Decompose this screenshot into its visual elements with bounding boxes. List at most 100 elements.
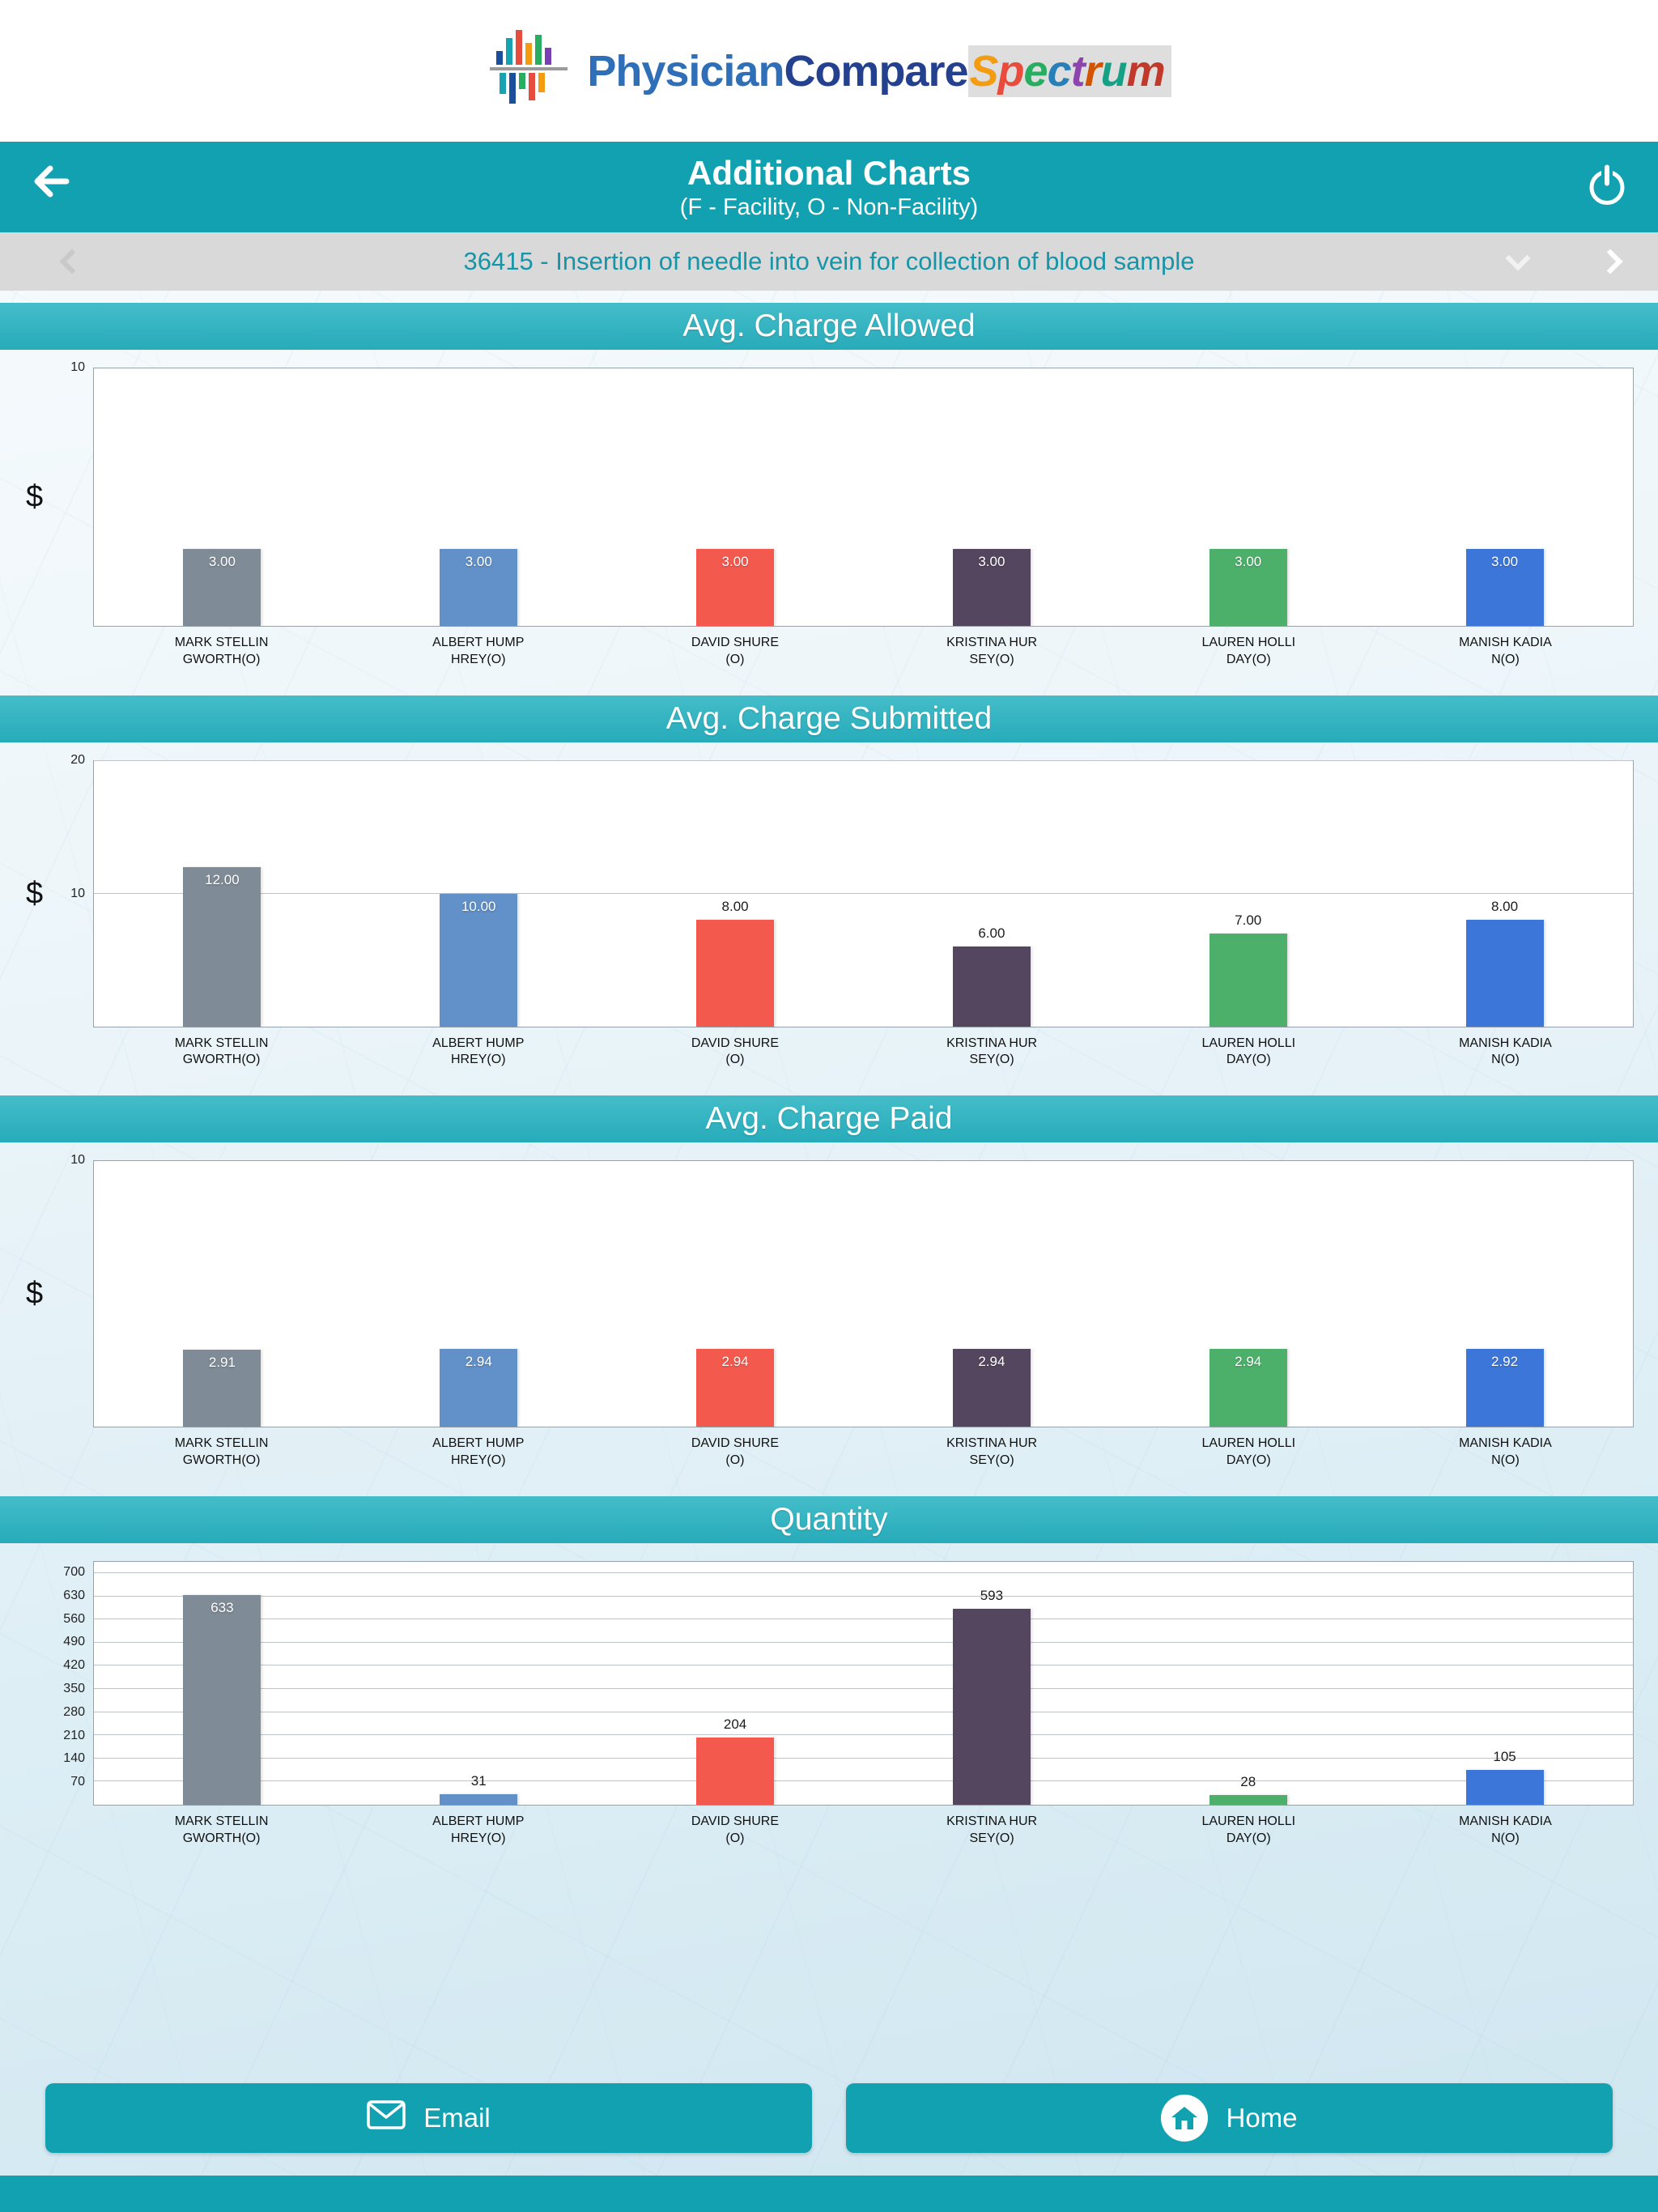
bar	[440, 1794, 518, 1805]
home-button-label: Home	[1226, 2103, 1298, 2133]
bottom-button-row: Email Home	[0, 2083, 1658, 2153]
bar-slot: 10.00	[351, 761, 607, 1027]
bar-slot: 3.00	[94, 368, 351, 626]
next-code-icon[interactable]	[1597, 249, 1623, 274]
x-axis-category: DAVID SHURE(O)	[691, 636, 779, 666]
bar-value-label: 28	[1240, 1774, 1256, 1790]
bar-value-label: 2.91	[208, 1354, 236, 1370]
bar	[1465, 548, 1544, 626]
y-axis: $10	[24, 360, 93, 627]
bar-value-label: 3.00	[208, 553, 236, 569]
bar	[440, 893, 518, 1027]
bar-slot: 6.00	[863, 761, 1120, 1027]
bar-slot: 3.00	[607, 368, 864, 626]
logo-spectrum-letter: S	[969, 46, 999, 96]
bars-row: 633 31 204 593 28 105	[94, 1562, 1633, 1805]
back-button[interactable]	[28, 160, 73, 206]
chart-quantity: 70 140 210 280 350 420 490 560 630 700 633 31 204 59…	[0, 1543, 1658, 1862]
bar	[1209, 1795, 1287, 1805]
chart-avg-charge-submitted: $10 20 12.00 10.00 8.00 6.00 7.00 8.00 MARK ST…	[0, 742, 1658, 1084]
y-tick-label: 280	[63, 1704, 85, 1719]
plot-area: 2.91 2.94 2.94 2.94 2.94 2.92	[93, 1160, 1634, 1428]
y-tick-label: 420	[63, 1658, 85, 1673]
x-axis-category: DAVID SHURE(O)	[691, 1436, 779, 1467]
bar	[696, 1348, 775, 1427]
gridline	[94, 1641, 1633, 1643]
y-tick-label: 210	[63, 1728, 85, 1742]
bar	[1465, 1349, 1544, 1427]
bar	[183, 1595, 261, 1805]
x-axis-category: MARK STELLINGWORTH(O)	[174, 636, 269, 666]
y-axis-label: $	[26, 1276, 44, 1311]
gridline	[94, 1734, 1633, 1736]
previous-code-icon[interactable]	[59, 249, 85, 274]
logo-header: PhysicianCompareSpectrum	[0, 0, 1658, 142]
chart-avg-charge-paid: $10 2.91 2.94 2.94 2.94 2.94 2.92 MARK STELLI…	[0, 1142, 1658, 1484]
x-axis-category: KRISTINA HURSEY(O)	[946, 636, 1038, 666]
logo-physician: Physician	[587, 46, 784, 96]
x-axis-category: LAUREN HOLLIDAY(O)	[1201, 1036, 1296, 1067]
bar	[183, 548, 261, 626]
x-axis-category: ALBERT HUMPHREY(O)	[432, 1036, 525, 1067]
section-header-avg-charge-allowed: Avg. Charge Allowed	[0, 303, 1658, 350]
bar-slot: 3.00	[1376, 368, 1633, 626]
home-icon	[1161, 2095, 1209, 2142]
chevron-down-icon[interactable]	[1505, 245, 1531, 271]
bar-slot: 28	[1120, 1562, 1376, 1805]
logo-spectrum-letter: c	[1047, 46, 1072, 96]
bar-value-label: 3.00	[978, 553, 1005, 569]
y-axis: 70 140 210 280 350 420 490 560 630 700	[24, 1561, 93, 1806]
x-axis-category: MARK STELLINGWORTH(O)	[174, 1036, 269, 1067]
x-axis-category: ALBERT HUMPHREY(O)	[432, 1814, 525, 1845]
plot-area: 3.00 3.00 3.00 3.00 3.00 3.00	[93, 368, 1634, 627]
y-tick-label: 10	[70, 360, 85, 374]
x-axis-category: MANISH KADIAN(O)	[1459, 636, 1552, 666]
bar-slot: 105	[1376, 1562, 1633, 1805]
bar	[183, 1349, 261, 1427]
bar-slot: 2.91	[94, 1161, 351, 1427]
x-axis-category: MANISH KADIAN(O)	[1459, 1436, 1552, 1467]
bar-slot: 7.00	[1120, 761, 1376, 1027]
bar-slot: 2.92	[1376, 1161, 1633, 1427]
x-axis-category: DAVID SHURE(O)	[691, 1036, 779, 1067]
x-axis-labels: MARK STELLINGWORTH(O) ALBERT HUMPHREY(O) D…	[93, 1427, 1634, 1470]
y-tick-label: 10	[70, 1153, 85, 1168]
email-button-label: Email	[423, 2103, 491, 2133]
y-tick-label: 350	[63, 1681, 85, 1695]
procedure-code-bar: 36415 - Insertion of needle into vein fo…	[0, 232, 1658, 291]
logo-spectrum-letter: u	[1100, 46, 1128, 96]
email-button[interactable]: Email	[45, 2083, 812, 2153]
x-axis-category: DAVID SHURE(O)	[691, 1814, 779, 1845]
bar-slot: 593	[863, 1562, 1120, 1805]
bar	[1209, 548, 1287, 626]
logo-spectrum-letter: r	[1084, 46, 1102, 96]
page-subtitle: (F - Facility, O - Non-Facility)	[679, 194, 979, 220]
x-axis-category: ALBERT HUMPHREY(O)	[432, 636, 525, 666]
gridline	[94, 1780, 1633, 1782]
x-axis-category: LAUREN HOLLIDAY(O)	[1201, 1814, 1296, 1845]
home-button[interactable]: Home	[846, 2083, 1613, 2153]
bar-slot: 3.00	[351, 368, 607, 626]
power-icon[interactable]	[1584, 162, 1630, 213]
bar	[440, 548, 518, 626]
bar-value-label: 3.00	[465, 553, 492, 569]
y-tick-label: 10	[70, 886, 85, 900]
bar-slot: 3.00	[863, 368, 1120, 626]
bar-value-label: 105	[1493, 1748, 1516, 1764]
bar-value-label: 204	[723, 1716, 747, 1732]
logo-spectrum: Spectrum	[967, 45, 1171, 97]
bar-slot: 204	[607, 1562, 864, 1805]
bar-value-label: 31	[470, 1773, 487, 1789]
bar	[440, 1348, 518, 1427]
bars-row: 2.91 2.94 2.94 2.94 2.94 2.92	[94, 1161, 1633, 1427]
gridline	[94, 1757, 1633, 1759]
y-tick-label: 70	[70, 1775, 85, 1789]
y-axis: $10	[24, 1153, 93, 1427]
logo-compare: Compare	[784, 46, 968, 96]
x-axis-category: MANISH KADIAN(O)	[1459, 1814, 1552, 1845]
y-axis-label: $	[26, 876, 44, 911]
chart-avg-charge-allowed: $10 3.00 3.00 3.00 3.00 3.00 3.00 MARK STELLI…	[0, 350, 1658, 683]
bar-slot: 31	[351, 1562, 607, 1805]
top-nav-bar: Additional Charts (F - Facility, O - Non…	[0, 142, 1658, 232]
